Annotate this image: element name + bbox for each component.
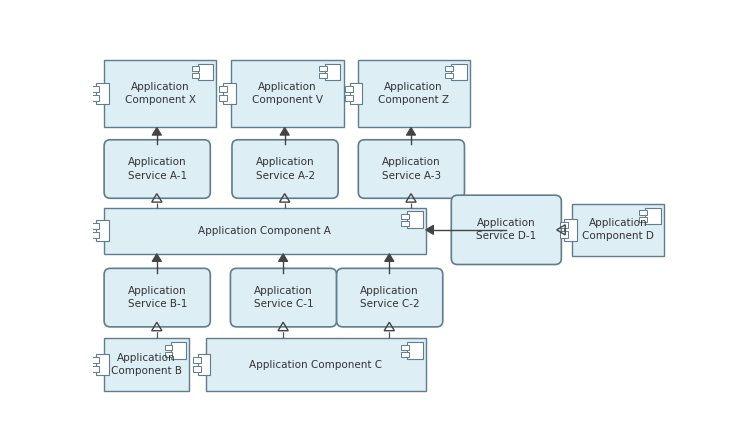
Bar (401, 214, 409, 219)
Text: Application
Service C-2: Application Service C-2 (360, 286, 419, 309)
Bar (92, 232, 99, 238)
Bar (96, 83, 109, 104)
Bar (319, 66, 327, 71)
Bar (92, 223, 99, 229)
Bar (345, 86, 353, 92)
FancyBboxPatch shape (451, 195, 561, 264)
Bar (560, 231, 568, 238)
Bar (92, 366, 99, 372)
Bar (206, 339, 426, 391)
Text: Application Component C: Application Component C (249, 359, 382, 370)
Text: Application
Component V: Application Component V (252, 82, 323, 105)
Polygon shape (152, 128, 161, 135)
Bar (639, 217, 647, 222)
Bar (92, 86, 99, 92)
Bar (319, 73, 327, 78)
Text: Application
Service A-3: Application Service A-3 (382, 157, 441, 181)
Bar (104, 339, 189, 391)
Bar (92, 95, 99, 101)
Polygon shape (278, 254, 288, 261)
FancyBboxPatch shape (232, 140, 338, 198)
Bar (198, 354, 210, 376)
Bar (224, 83, 236, 104)
Polygon shape (385, 254, 394, 261)
Text: Application
Service D-1: Application Service D-1 (476, 218, 536, 241)
Bar (401, 345, 409, 350)
Bar (445, 66, 453, 71)
Text: Application
Component Z: Application Component Z (378, 82, 449, 105)
Bar (401, 221, 409, 226)
Bar (192, 66, 199, 71)
FancyBboxPatch shape (358, 140, 465, 198)
Text: Application Component A: Application Component A (198, 226, 331, 235)
Bar (325, 63, 340, 80)
Bar (165, 351, 172, 357)
Bar (357, 60, 470, 128)
Text: Application
Service A-1: Application Service A-1 (128, 157, 186, 181)
Bar (193, 366, 201, 372)
Bar (445, 73, 453, 78)
Bar (639, 210, 647, 215)
Bar (104, 207, 426, 254)
FancyBboxPatch shape (336, 268, 443, 327)
FancyBboxPatch shape (231, 268, 336, 327)
Bar (96, 220, 109, 241)
Bar (219, 95, 227, 101)
Bar (231, 60, 344, 128)
Bar (192, 73, 199, 78)
Bar (165, 345, 172, 350)
Bar (193, 357, 201, 363)
Bar (171, 342, 186, 359)
Bar (451, 63, 467, 80)
Polygon shape (152, 254, 161, 261)
Bar (560, 222, 568, 228)
Bar (219, 86, 227, 92)
Text: Application
Component B: Application Component B (111, 353, 182, 376)
Text: Application
Component D: Application Component D (582, 218, 653, 241)
Polygon shape (426, 225, 433, 235)
Bar (407, 342, 423, 359)
Bar (104, 60, 216, 128)
Text: Application
Service C-1: Application Service C-1 (254, 286, 313, 309)
Bar (645, 207, 660, 224)
Bar (572, 204, 664, 256)
Bar (350, 83, 362, 104)
Polygon shape (407, 128, 416, 135)
FancyBboxPatch shape (104, 268, 210, 327)
Text: Application
Service B-1: Application Service B-1 (128, 286, 187, 309)
Polygon shape (280, 128, 289, 135)
Text: Application
Component X: Application Component X (125, 82, 195, 105)
Bar (345, 95, 353, 101)
Bar (565, 219, 577, 241)
Bar (92, 357, 99, 363)
Bar (96, 354, 109, 376)
Bar (407, 211, 423, 228)
FancyBboxPatch shape (104, 140, 210, 198)
Bar (198, 63, 213, 80)
Text: Application
Service A-2: Application Service A-2 (255, 157, 315, 181)
Bar (401, 351, 409, 357)
